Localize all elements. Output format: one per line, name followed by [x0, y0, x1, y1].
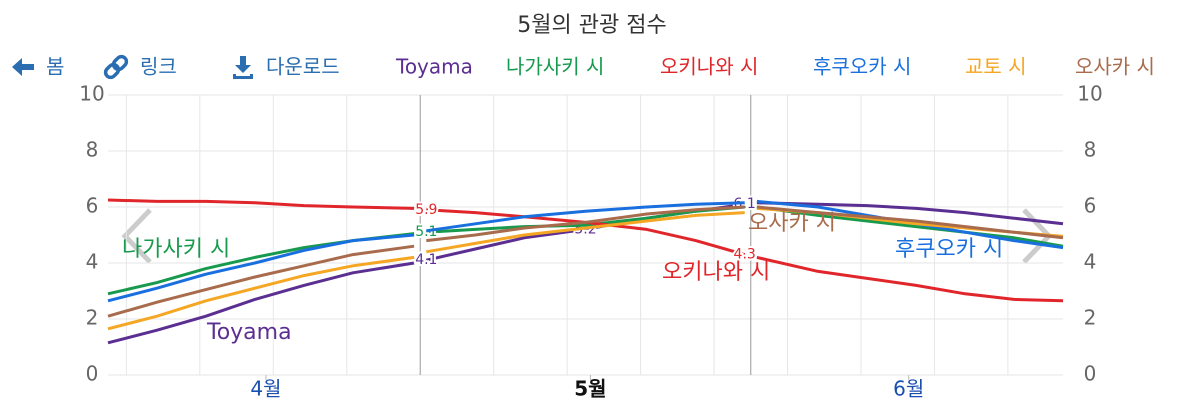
legend-entry[interactable]: Toyama — [395, 55, 473, 79]
series-label: Toyama — [206, 320, 292, 345]
data-label: 4.3 — [734, 247, 756, 263]
legend-entry[interactable]: 나가사키 시 — [506, 55, 604, 79]
y-tick-label: 10 — [79, 82, 104, 106]
series-label: 오사카 시 — [748, 211, 836, 236]
data-label: 5.9 — [415, 202, 437, 218]
y2-tick-label: 8 — [1084, 138, 1097, 162]
legend-entry[interactable]: 오사카 시 — [1075, 55, 1155, 79]
y-tick-label: 4 — [86, 250, 99, 274]
download-button[interactable]: 다운로드 — [233, 55, 340, 80]
y-tick-label: 2 — [86, 306, 99, 330]
download-label[interactable]: 다운로드 — [266, 55, 340, 79]
chart-title: 5월의 관광 점수 — [517, 13, 666, 38]
series-label: 나가사키 시 — [122, 237, 230, 262]
link-icon — [103, 54, 129, 80]
series-label: 후쿠오카 시 — [895, 237, 1003, 262]
y2-tick-label: 4 — [1084, 250, 1097, 274]
series-line — [107, 205, 1064, 318]
back-button[interactable]: 봄 — [12, 55, 64, 79]
y2-tick-label: 0 — [1084, 362, 1097, 386]
series-label: 오키나와 시 — [662, 260, 770, 285]
back-icon — [12, 58, 34, 76]
download-icon — [233, 56, 253, 79]
legend-entry[interactable]: 후쿠오카 시 — [813, 55, 911, 79]
y-tick-label: 6 — [86, 194, 99, 218]
x-tick-label: 5월 — [574, 377, 606, 401]
data-label: 5.1 — [415, 224, 437, 240]
y2-tick-label: 6 — [1084, 194, 1097, 218]
y-tick-label: 0 — [86, 362, 99, 386]
prev-arrow[interactable] — [121, 208, 152, 264]
x-tick-label[interactable]: 6월 — [893, 377, 924, 401]
y-tick-label: 8 — [86, 138, 99, 162]
link-label[interactable]: 링크 — [140, 55, 177, 79]
legend-entry[interactable]: 교토 시 — [965, 55, 1027, 79]
link-button[interactable]: 링크 — [103, 54, 177, 80]
data-label: 4.1 — [415, 252, 437, 268]
grid — [108, 94, 1063, 376]
y2-tick-label: 10 — [1077, 82, 1102, 106]
back-label[interactable]: 봄 — [46, 55, 64, 79]
legend-entry[interactable]: 오키나와 시 — [660, 55, 758, 79]
y2-tick-label: 2 — [1084, 306, 1097, 330]
x-tick-label[interactable]: 4월 — [250, 377, 281, 401]
